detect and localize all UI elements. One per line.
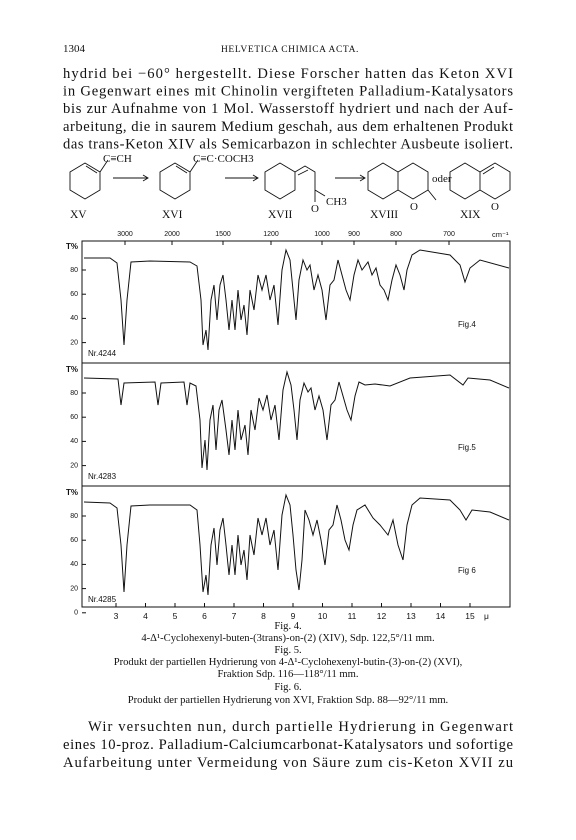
top-tick-label: 1500 bbox=[215, 231, 231, 238]
caption-line: 4-Δ¹-Cyclohexenyl-buten-(3trans)-on-(2) … bbox=[141, 633, 434, 644]
text-line: in Gegenwart eines mit Chinolin vergifte… bbox=[63, 84, 513, 100]
y-tick-label: 60 bbox=[70, 291, 78, 298]
atom-label: O bbox=[410, 201, 418, 213]
y-tick-label: 40 bbox=[70, 438, 78, 445]
text-line: Wir versuchten nun, durch partielle Hydr… bbox=[88, 719, 513, 735]
page-number: 1304 bbox=[63, 43, 86, 55]
caption-line: Fig. 6. bbox=[274, 682, 301, 693]
top-tick-label: 1200 bbox=[263, 231, 279, 238]
top-tick-label: 3000 bbox=[117, 231, 133, 238]
y-axis-label: T% bbox=[66, 242, 78, 251]
top-tick-label: 900 bbox=[348, 231, 360, 238]
ring bbox=[159, 159, 199, 200]
captions: Fig. 4.4-Δ¹-Cyclohexenyl-buten-(3trans)-… bbox=[114, 621, 463, 706]
frame bbox=[81, 240, 511, 608]
bottom-tick-label: 14 bbox=[436, 611, 446, 621]
bottom-tick-label: 12 bbox=[377, 611, 387, 621]
y-tick-label: 20 bbox=[70, 462, 78, 469]
compound-label: XVI bbox=[162, 209, 183, 221]
text-line: Aufarbeitung unter Vermeidung von Säure … bbox=[63, 755, 514, 771]
compound-label: XVII bbox=[268, 209, 292, 221]
bottom-tick-label: 11 bbox=[348, 611, 357, 621]
bottom-tick-label: 8 bbox=[261, 611, 266, 621]
compound-label: XV bbox=[70, 209, 87, 221]
y-tick-label: 40 bbox=[70, 561, 78, 568]
atom-label: CH3 bbox=[326, 196, 347, 208]
atom-label: O bbox=[311, 203, 319, 215]
y-tick-label: 80 bbox=[70, 267, 78, 274]
text-line: bis zur Aufnahme von 1 Mol. Wasserstoff … bbox=[63, 101, 513, 117]
y-tick-label: 80 bbox=[70, 390, 78, 397]
bottom-tick-label: 3 bbox=[114, 611, 119, 621]
y-tick-label: 20 bbox=[70, 339, 78, 346]
spectrum-trace bbox=[83, 370, 510, 471]
spectrum-trace bbox=[84, 248, 510, 351]
spectrum-trace bbox=[83, 493, 510, 596]
ring bbox=[69, 159, 109, 200]
y-tick-label: 20 bbox=[70, 585, 78, 592]
structures: C≡CH C≡C·COCH3 O CH3 oder O O XV XVI XVI… bbox=[69, 153, 511, 221]
arrow bbox=[335, 174, 366, 182]
sample-label: Nr.4283 bbox=[88, 472, 117, 481]
y-tick-label: 40 bbox=[70, 315, 78, 322]
top-tick-label: 800 bbox=[390, 231, 402, 238]
caption-line: Produkt der partiellen Hydrierung von 4-… bbox=[114, 657, 463, 668]
substituent: C≡CH bbox=[103, 153, 132, 165]
arrow bbox=[113, 174, 149, 182]
atom-label: O bbox=[491, 201, 499, 213]
y-tick-label: 60 bbox=[70, 414, 78, 421]
top-tick-label: 2000 bbox=[164, 231, 180, 238]
ring bbox=[449, 162, 511, 200]
compound-label: XIX bbox=[460, 209, 481, 221]
axis-unit: cm⁻¹ bbox=[492, 230, 509, 239]
journal-title: HELVETICA CHIMICA ACTA. bbox=[221, 45, 359, 55]
figure-label: Fig 6 bbox=[458, 566, 476, 575]
ring bbox=[264, 162, 326, 202]
sample-label: Nr.4285 bbox=[88, 595, 117, 604]
substituent: C≡C·COCH3 bbox=[193, 153, 254, 165]
ring bbox=[367, 162, 437, 201]
top-tick-label: 1000 bbox=[314, 231, 330, 238]
caption-line: Fig. 4. bbox=[274, 621, 301, 632]
text-line: arbeitung, die in saurem Medium geschah,… bbox=[63, 119, 513, 135]
text-line: hydrid bei −60° hergestellt. Diese Forsc… bbox=[63, 66, 513, 82]
bottom-tick-label: 5 bbox=[173, 611, 178, 621]
y-axis-label: T% bbox=[66, 365, 78, 374]
bottom-tick-label: 9 bbox=[291, 611, 296, 621]
sample-label: Nr.4244 bbox=[88, 349, 117, 358]
bottom-tick-label: 6 bbox=[202, 611, 207, 621]
paragraph: Wir versuchten nun, durch partielle Hydr… bbox=[63, 719, 514, 771]
conjunction: oder bbox=[432, 173, 452, 185]
caption-line: Produkt der partiellen Hydrierung von XV… bbox=[128, 695, 448, 706]
bottom-tick-label: 4 bbox=[143, 611, 148, 621]
y-tick-label: 80 bbox=[70, 513, 78, 520]
bottom-tick-label: 13 bbox=[406, 611, 416, 621]
caption-line: Fig. 5. bbox=[274, 645, 301, 656]
bottom-tick-label: 15 bbox=[465, 611, 475, 621]
arrow bbox=[225, 174, 259, 182]
text-line: eines 10-proz. Palladium-Calciumcarbonat… bbox=[63, 737, 513, 753]
bottom-tick-label: 10 bbox=[318, 611, 328, 621]
y-tick-label: 0 bbox=[74, 610, 78, 617]
y-tick-label: 60 bbox=[70, 537, 78, 544]
bottom-tick-label: 7 bbox=[232, 611, 237, 621]
y-axis-label: T% bbox=[66, 488, 78, 497]
text-line: das trans-Keton XIV als Semicarbazon in … bbox=[63, 136, 513, 152]
paragraph: hydrid bei −60° hergestellt. Diese Forsc… bbox=[63, 66, 513, 152]
caption-line: Fraktion Sdp. 116—118°/11 mm. bbox=[217, 669, 358, 680]
axis-unit: μ bbox=[484, 611, 489, 621]
top-tick-label: 700 bbox=[443, 231, 455, 238]
figure-label: Fig.4 bbox=[458, 320, 476, 329]
figure-label: Fig.5 bbox=[458, 443, 476, 452]
compound-label: XVIII bbox=[370, 209, 398, 221]
